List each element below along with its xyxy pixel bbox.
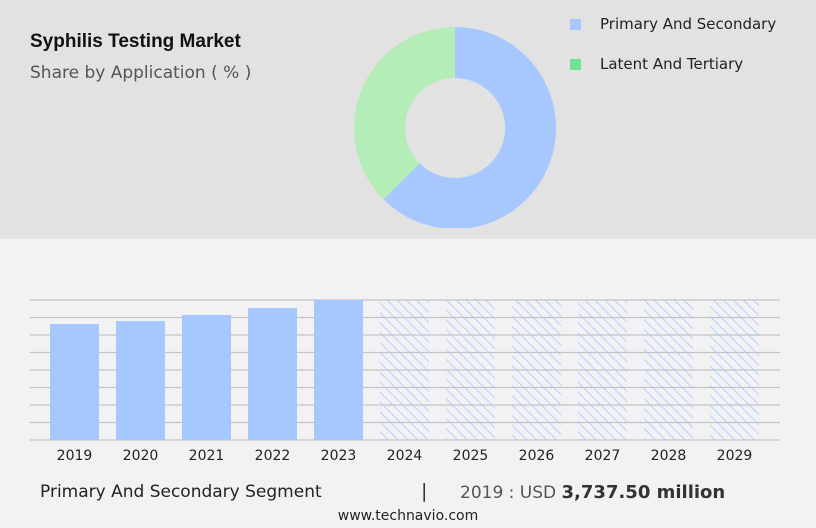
x-tick-label: 2023 xyxy=(321,448,357,464)
chart-title: Syphilis Testing Market xyxy=(30,31,241,52)
site-link[interactable]: www.technavio.com xyxy=(337,508,479,524)
x-tick-label: 2027 xyxy=(585,448,621,464)
legend-label: Primary And Secondary xyxy=(600,15,777,33)
x-tick-label: 2019 xyxy=(57,448,93,464)
bar-2022 xyxy=(248,308,297,440)
legend-item-primary: Primary And Secondary xyxy=(570,15,776,33)
x-tick-label: 2028 xyxy=(651,448,687,464)
bar-chart: 2019 2020 2021 2022 2023 2024 2025 2026 2027 2028… xyxy=(30,299,780,464)
forecast-bar-2027 xyxy=(578,300,627,440)
legend-swatch xyxy=(570,18,581,30)
x-tick-label: 2022 xyxy=(255,448,291,464)
x-tick-label: 2026 xyxy=(519,448,555,464)
footer-separator: | xyxy=(421,480,428,502)
forecast-bar-2028 xyxy=(644,300,693,440)
footer-value: 2019 : USD 3,737.50 million xyxy=(460,482,725,503)
forecast-bar-2026 xyxy=(512,300,561,440)
forecast-bar-2025 xyxy=(446,300,495,440)
chart-subtitle: Share by Application ( % ) xyxy=(30,63,252,83)
legend-swatch xyxy=(570,58,581,70)
value-amount: 3,737.50 million xyxy=(561,482,726,503)
x-tick-label: 2029 xyxy=(717,448,753,464)
donut-slice-0 xyxy=(383,27,556,228)
x-tick-label: 2020 xyxy=(123,448,159,464)
forecast-bar-2024 xyxy=(380,300,429,440)
bar-2021 xyxy=(182,314,231,440)
x-tick-label: 2021 xyxy=(189,448,225,464)
legend-label: Latent And Tertiary xyxy=(600,55,744,73)
x-tick-label: 2024 xyxy=(387,448,423,464)
x-tick-label: 2025 xyxy=(453,448,489,464)
forecast-bar-2029 xyxy=(710,300,759,440)
legend-item-latent: Latent And Tertiary xyxy=(570,55,743,73)
value-prefix: 2019 : USD xyxy=(460,483,557,503)
bar-2020 xyxy=(116,321,165,440)
donut-chart xyxy=(354,27,556,228)
bar-2023 xyxy=(314,300,363,440)
bar-2019 xyxy=(50,324,99,440)
donut-slice-1 xyxy=(354,27,455,200)
footer-segment: Primary And Secondary Segment xyxy=(40,482,322,502)
